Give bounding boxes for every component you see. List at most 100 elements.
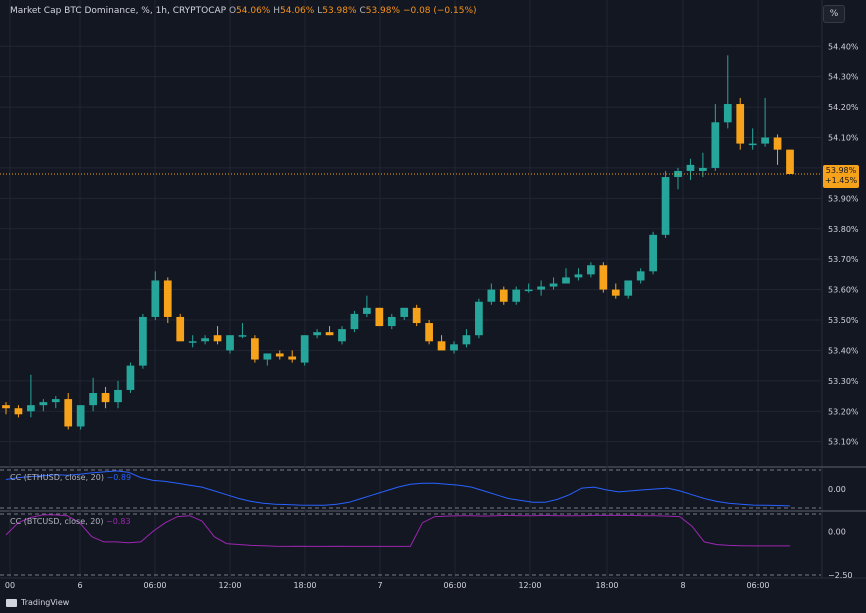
candle-body bbox=[64, 399, 73, 427]
x-tick-label: 06:00 bbox=[143, 581, 166, 590]
candle-body bbox=[338, 329, 346, 342]
candle-body bbox=[300, 335, 309, 363]
open-label: O bbox=[228, 6, 237, 16]
y-tick-label: 53.70% bbox=[828, 255, 859, 264]
x-tick-label: 18:00 bbox=[595, 581, 618, 590]
candle-body bbox=[624, 280, 633, 296]
percent-scale-button[interactable]: % bbox=[823, 5, 845, 23]
candle-body bbox=[213, 335, 222, 342]
candle-body bbox=[574, 274, 583, 278]
close-value: 53.98% bbox=[365, 6, 401, 16]
candle-body bbox=[251, 338, 259, 360]
candle-body bbox=[101, 393, 110, 403]
candle-body bbox=[537, 286, 545, 290]
y-tick-label: 53.80% bbox=[828, 225, 859, 234]
chart-header: Market Cap BTC Dominance, %, 1h, CRYPTOC… bbox=[10, 6, 477, 16]
open-value: 54.06% bbox=[236, 6, 271, 16]
x-tick-label: 00 bbox=[5, 581, 15, 590]
candle-body bbox=[151, 280, 160, 317]
candle-body bbox=[699, 167, 707, 171]
last-price-change: +1.45% bbox=[824, 176, 858, 185]
candle-body bbox=[736, 104, 745, 144]
tradingview-label: TradingView bbox=[21, 598, 70, 607]
y-tick-label: 53.30% bbox=[828, 377, 859, 386]
last-price-tag: 53.98% +1.45% bbox=[823, 165, 859, 188]
x-tick-label: 18:00 bbox=[293, 581, 316, 590]
y-tick-label: 53.50% bbox=[828, 316, 859, 325]
y-tick-label: 53.60% bbox=[828, 286, 859, 295]
candle-body bbox=[412, 307, 421, 324]
x-tick-label: 12:00 bbox=[218, 581, 241, 590]
y-tick-label: 53.20% bbox=[828, 407, 859, 416]
y-tick-label: 54.40% bbox=[828, 42, 859, 51]
candle-body bbox=[39, 402, 48, 406]
candle-body bbox=[748, 143, 757, 146]
indicator2-value: −0.83 bbox=[106, 517, 131, 526]
x-tick-label: 06:00 bbox=[443, 581, 466, 590]
candle-body bbox=[201, 338, 209, 342]
candle-body bbox=[462, 335, 471, 345]
tradingview-logo-icon bbox=[6, 598, 17, 607]
candle-body bbox=[126, 365, 135, 390]
x-tick-label: 8 bbox=[680, 581, 685, 590]
y-tick-label: 53.10% bbox=[828, 438, 859, 447]
low-value: 53.98% bbox=[322, 6, 357, 16]
candle-body bbox=[786, 149, 794, 174]
last-price-value: 53.98% bbox=[825, 166, 857, 175]
candle-body bbox=[524, 289, 533, 292]
candle-body bbox=[89, 393, 97, 406]
tradingview-branding[interactable]: TradingView bbox=[6, 598, 69, 607]
candle-body bbox=[275, 353, 284, 357]
candle-body bbox=[226, 335, 234, 351]
y-tick-label: 53.90% bbox=[828, 194, 859, 203]
candle-body bbox=[176, 316, 185, 342]
candle-body bbox=[27, 405, 35, 412]
x-tick-label: 12:00 bbox=[518, 581, 541, 590]
high-label: H bbox=[273, 6, 281, 16]
candle-body bbox=[188, 341, 197, 343]
candle-body bbox=[325, 332, 334, 336]
candle-body bbox=[450, 344, 458, 351]
candle-body bbox=[51, 399, 60, 403]
indicator2-tick-label: 0.00 bbox=[828, 527, 846, 536]
candle-body bbox=[512, 289, 521, 302]
candle-body bbox=[288, 356, 297, 360]
y-tick-label: 53.40% bbox=[828, 346, 859, 355]
y-tick-label: 54.30% bbox=[828, 73, 859, 82]
candle-body bbox=[711, 122, 720, 168]
x-tick-label: 06:00 bbox=[746, 581, 769, 590]
candle-body bbox=[263, 353, 272, 360]
y-tick-label: 54.20% bbox=[828, 103, 859, 112]
candle-body bbox=[14, 408, 23, 415]
candle-body bbox=[238, 335, 247, 337]
candle-body bbox=[611, 289, 620, 296]
candle-body bbox=[139, 316, 147, 366]
candle-body bbox=[437, 341, 446, 351]
low-label: L bbox=[317, 6, 323, 16]
indicator1-line bbox=[5, 470, 791, 507]
candle-body bbox=[350, 313, 359, 330]
candle-body bbox=[723, 104, 732, 123]
candle-body bbox=[2, 405, 10, 409]
candle-body bbox=[387, 316, 396, 327]
candle-body bbox=[499, 289, 508, 302]
candle-body bbox=[487, 289, 496, 302]
x-tick-label: 6 bbox=[77, 581, 82, 590]
symbol-title: Market Cap BTC Dominance, %, 1h, CRYPTOC… bbox=[10, 6, 227, 16]
candle-body bbox=[562, 277, 570, 284]
candle-body bbox=[636, 271, 645, 281]
indicator2-tick-label: −2.50 bbox=[828, 571, 853, 580]
indicator2-title[interactable]: CC (BTCUSD, close, 20) −0.83 bbox=[10, 517, 131, 526]
candle-body bbox=[163, 280, 172, 317]
high-value: 54.06% bbox=[280, 6, 315, 16]
indicator2-line bbox=[5, 514, 790, 547]
candle-body bbox=[773, 137, 782, 150]
candle-body bbox=[587, 265, 595, 275]
candle-body bbox=[599, 265, 608, 290]
candle-body bbox=[400, 307, 409, 317]
change-value: −0.08 (−0.15%) bbox=[402, 6, 477, 16]
indicator1-title[interactable]: CC (ETHUSD, close, 20) −0.89 bbox=[10, 473, 131, 482]
candle-body bbox=[114, 389, 122, 403]
candle-body bbox=[475, 301, 483, 336]
